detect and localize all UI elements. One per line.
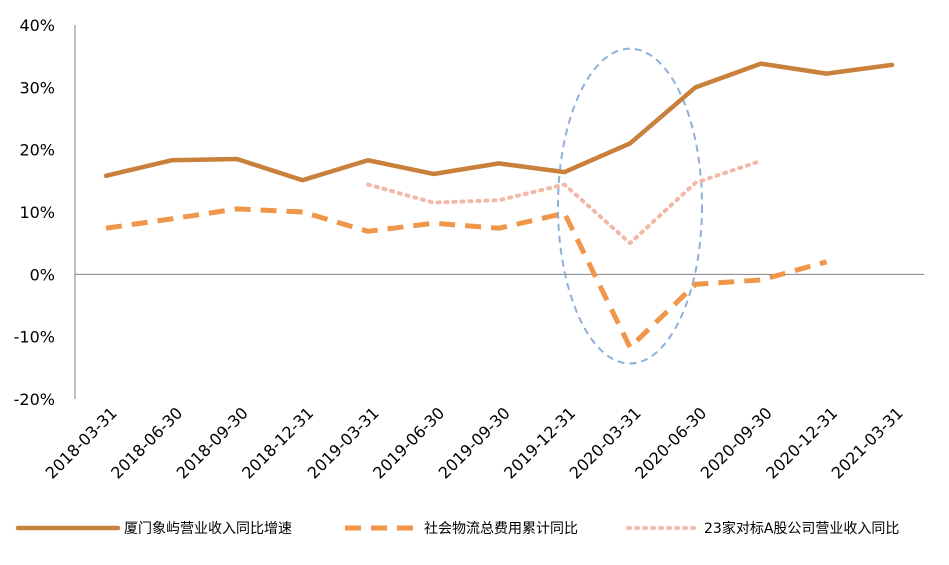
legend-label: 厦门象屿营业收入同比增速 [124,521,292,537]
series-line-dotted [366,158,763,246]
legend-label: 社会物流总费用累计同比 [424,521,578,537]
y-tick-label: 0% [30,265,55,284]
legend-label: 23家对标A股公司营业收入同比 [704,520,899,537]
annotations [557,47,703,365]
y-tick-label: 30% [19,78,55,97]
series-layer [103,61,895,350]
y-tick-label: -20% [14,390,55,409]
y-tick-label: 40% [19,16,55,35]
series-line-dashed [105,206,828,350]
series-line-solid [103,61,895,183]
y-tick-label: -10% [14,328,55,347]
y-tick-label: 20% [19,141,55,160]
y-tick-label: 10% [19,203,55,222]
legend: 厦门象屿营业收入同比增速 社会物流总费用累计同比 23家对标A股公司营业收入同比 [15,520,899,537]
axes: 40%30%20%10%0%-10%-20%2018-03-312018-06-… [14,16,924,483]
highlight-ellipse [557,47,703,365]
